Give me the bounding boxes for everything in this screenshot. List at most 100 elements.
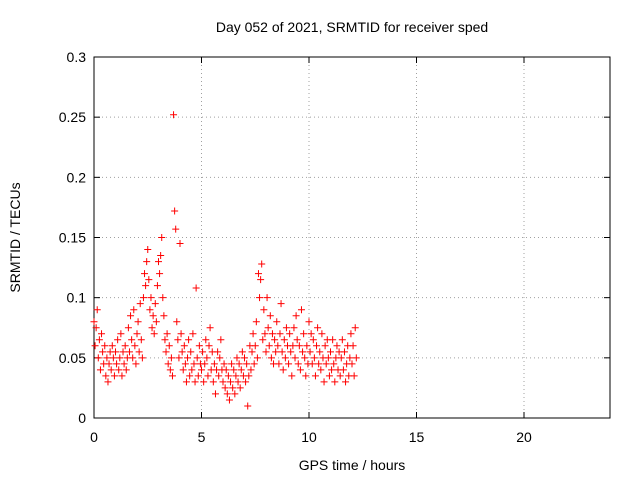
data-point [318, 330, 326, 338]
data-point [251, 342, 259, 350]
y-tick-label: 0.25 [59, 109, 86, 125]
data-point [235, 360, 243, 368]
data-point [177, 330, 185, 338]
data-point [131, 342, 139, 350]
data-point [118, 372, 126, 380]
data-point [95, 336, 103, 344]
y-tick-label: 0.3 [67, 49, 87, 65]
data-point [161, 336, 169, 344]
data-point [305, 318, 313, 326]
x-tick-label: 0 [90, 429, 98, 445]
data-point [124, 324, 132, 332]
data-point [112, 348, 119, 356]
data-point [121, 342, 129, 350]
data-point [229, 384, 237, 392]
axis-ticks: 0 0.05 0.1 0.15 0.2 0.25 0.3 0 5 10 15 20 [59, 49, 610, 445]
data-point [181, 360, 189, 368]
data-point [340, 348, 348, 356]
data-point [162, 348, 170, 356]
data-point [155, 258, 162, 266]
data-point [301, 354, 309, 362]
data-point [333, 342, 341, 350]
data-point [292, 312, 300, 320]
data-point [286, 330, 294, 338]
data-point [116, 354, 124, 362]
data-point [210, 360, 218, 368]
data-point [125, 348, 133, 356]
data-point [184, 354, 192, 362]
data-point [261, 330, 269, 338]
data-point [93, 306, 101, 314]
data-points [90, 111, 360, 410]
data-point [347, 330, 355, 338]
data-point [289, 342, 297, 350]
data-point [94, 354, 102, 362]
data-point [186, 372, 194, 380]
data-point [135, 348, 143, 356]
data-point [324, 354, 332, 362]
data-point [257, 276, 265, 284]
data-point [271, 336, 279, 344]
data-point [272, 348, 280, 356]
data-point [352, 354, 360, 362]
data-point [220, 360, 228, 368]
data-point [110, 372, 118, 380]
data-point [279, 366, 287, 374]
data-point [165, 342, 173, 350]
data-point [195, 342, 203, 350]
data-point [327, 348, 334, 356]
data-point [231, 390, 239, 398]
data-point [350, 372, 358, 380]
data-point [219, 378, 227, 386]
data-point [295, 342, 303, 350]
data-point [250, 360, 258, 368]
data-point [188, 366, 196, 374]
data-point [122, 366, 130, 374]
data-point [90, 318, 98, 326]
data-point [310, 354, 318, 362]
data-point [211, 390, 219, 398]
data-point [143, 258, 151, 266]
data-point [114, 336, 122, 344]
data-point [268, 330, 276, 338]
data-point [164, 360, 172, 368]
data-point [328, 366, 336, 374]
data-point [322, 360, 330, 368]
data-point [248, 348, 256, 356]
data-point [230, 366, 238, 374]
data-point [119, 348, 127, 356]
data-point [202, 336, 210, 344]
data-point [252, 318, 260, 326]
data-point [285, 360, 293, 368]
data-point [224, 372, 232, 380]
data-point [168, 372, 176, 380]
data-point [315, 360, 323, 368]
data-point [311, 372, 319, 380]
data-point [142, 282, 150, 290]
data-point [201, 360, 209, 368]
data-point [217, 336, 225, 344]
data-point [138, 354, 146, 362]
data-point [153, 282, 161, 290]
data-point [317, 366, 325, 374]
data-point [130, 306, 138, 314]
data-point [258, 260, 266, 268]
data-point [172, 225, 180, 233]
data-point [157, 252, 165, 260]
data-point [241, 354, 248, 362]
data-point [107, 366, 115, 374]
data-point [308, 360, 316, 368]
data-point [145, 276, 153, 284]
data-point [297, 306, 305, 314]
x-tick-label: 10 [301, 429, 317, 445]
data-point [91, 342, 99, 350]
data-point [337, 354, 345, 362]
data-point [244, 402, 252, 410]
data-point [265, 342, 273, 350]
data-point [264, 324, 272, 332]
data-point [192, 284, 200, 292]
data-point [348, 360, 356, 368]
data-point [302, 372, 310, 380]
data-point [309, 336, 317, 344]
data-point [314, 324, 322, 332]
